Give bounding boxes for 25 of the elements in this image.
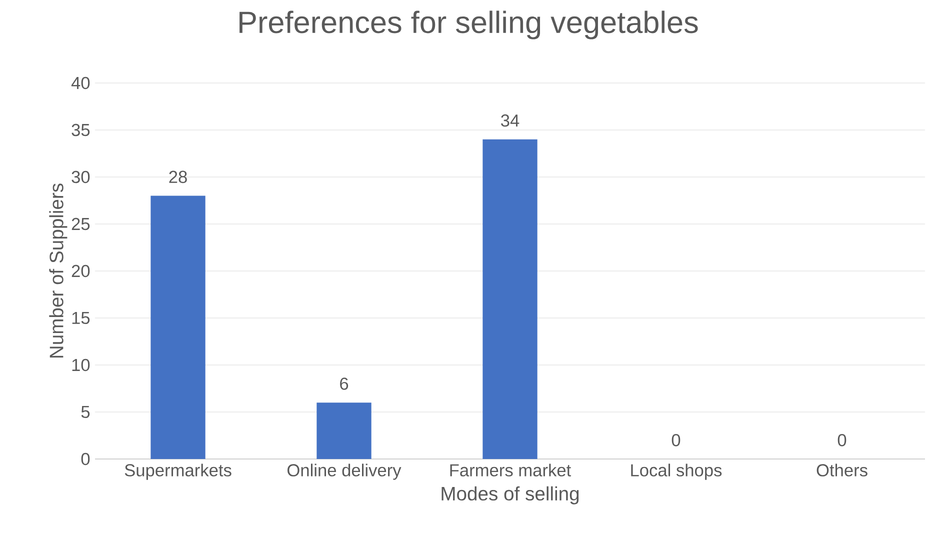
data-label: 34	[501, 114, 520, 127]
x-tick-label: Supermarkets	[124, 464, 232, 480]
bar	[482, 139, 538, 459]
data-label: 0	[672, 434, 680, 446]
y-tick-label: 20	[72, 264, 90, 278]
data-label: 0	[838, 434, 846, 446]
y-tick-label: 25	[72, 218, 90, 230]
y-tick-label: 5	[81, 406, 90, 418]
y-tick-label: 10	[72, 358, 90, 372]
bar	[150, 196, 206, 459]
x-tick-label: Farmers market	[450, 464, 572, 476]
y-tick-label: 35	[72, 124, 90, 136]
x-axis-title: Modes of selling	[442, 486, 579, 504]
chart-title: Preferences for selling vegetables	[240, 10, 698, 40]
x-tick-label: Online delivery	[288, 464, 402, 480]
y-tick-label: 15	[72, 312, 90, 324]
x-tick-label: Local shops	[631, 464, 722, 480]
y-tick-label: 0	[81, 452, 90, 466]
bar	[316, 402, 372, 459]
y-axis-title: Number of Suppliers	[49, 184, 68, 358]
data-label: 28	[169, 170, 187, 184]
y-tick-label: 40	[71, 76, 90, 90]
data-label: 6	[340, 378, 348, 390]
x-tick-label: Others	[816, 464, 868, 476]
y-tick-label: 30	[72, 170, 90, 184]
